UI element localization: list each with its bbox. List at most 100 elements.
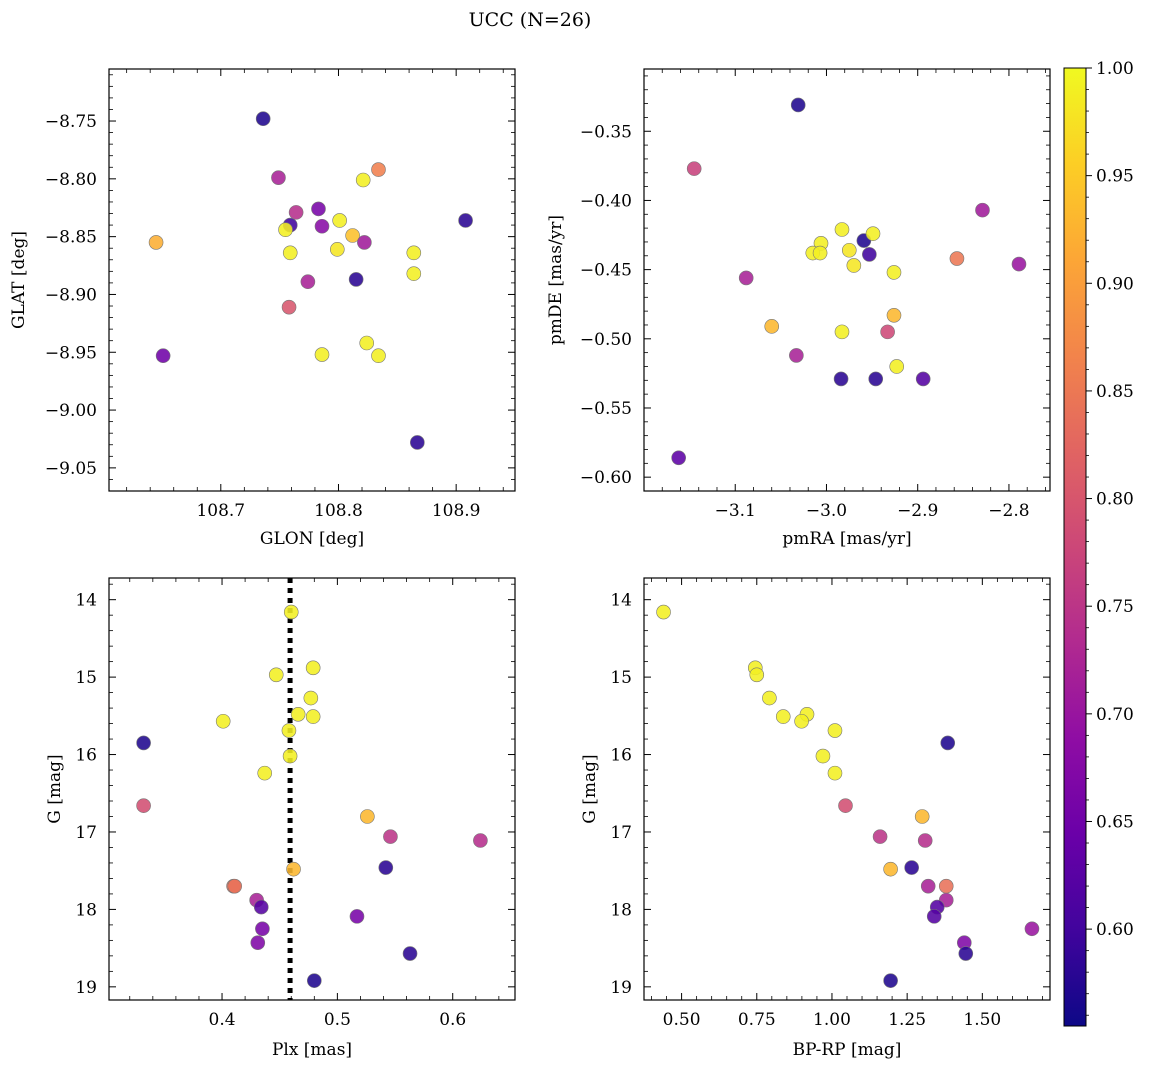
data-point: [250, 935, 266, 951]
x-tick-label: 0.4: [209, 1010, 236, 1030]
y-tick-label: −8.90: [45, 285, 97, 305]
data-point: [271, 170, 286, 185]
x-axis-label: GLON [deg]: [260, 529, 364, 549]
panel-2: −3.1 −3.0 −2.9 −2.8 −0.35 −0.40 −0.45 −0.50 −0.5…: [546, 68, 1051, 549]
axes-frame: [643, 68, 1051, 492]
data-point: [355, 172, 371, 188]
data-point: [738, 270, 754, 286]
data-point: [880, 324, 895, 340]
data-point: [940, 735, 956, 751]
data-point: [155, 348, 171, 364]
y-tick-label: −0.50: [580, 330, 632, 350]
x-tick-label: −2.8: [988, 501, 1029, 521]
x-tick-label: 0.6: [439, 1010, 466, 1030]
x-tick-label: 1.00: [813, 1010, 851, 1030]
x-tick-label: 0.75: [738, 1010, 776, 1030]
data-point: [865, 226, 881, 241]
data-point: [775, 709, 791, 724]
data-point: [915, 371, 931, 387]
data-point: [278, 222, 293, 238]
data-point: [749, 667, 765, 683]
colorbar-bar: [1063, 67, 1087, 1027]
y-tick-label: −0.35: [580, 122, 632, 142]
data-point: [1024, 921, 1040, 937]
data-point: [656, 604, 671, 620]
data-point: [359, 335, 375, 351]
y-tick-label: −8.85: [45, 228, 97, 248]
data-point: [345, 228, 360, 243]
data-point: [975, 202, 990, 218]
data-point: [926, 909, 942, 924]
data-point: [833, 371, 849, 387]
data-point: [371, 348, 386, 364]
colorbar-tick-label: 0.80: [1096, 490, 1134, 510]
y-tick-label: 19: [75, 978, 97, 998]
data-point: [671, 450, 686, 466]
y-tick-label: 18: [75, 900, 97, 920]
data-point: [872, 829, 888, 844]
data-point: [789, 348, 804, 363]
y-tick-label: −9.05: [45, 459, 97, 479]
x-tick-label: −3.0: [806, 501, 847, 521]
data-point: [889, 359, 905, 374]
y-tick-label: −8.95: [45, 343, 97, 363]
data-point: [314, 347, 330, 362]
panel-4: 0.50 0.75 1.00 1.25 1.50 14 15 16 17 18 19 BP-RP [m…: [580, 577, 1051, 1060]
data-point: [834, 222, 850, 237]
data-point: [288, 205, 304, 220]
data-point: [290, 706, 306, 722]
colorbar-tick-label: 0.70: [1096, 705, 1134, 725]
x-tick-label: 1.50: [963, 1010, 1001, 1030]
data-point: [378, 860, 394, 875]
data-point: [920, 878, 936, 894]
data-point: [904, 860, 919, 875]
x-axis-label: pmRA [mas/yr]: [782, 529, 911, 549]
x-tick-label: 0.5: [324, 1010, 351, 1030]
data-point: [136, 735, 151, 751]
data-point: [790, 97, 806, 113]
data-point: [834, 324, 850, 340]
data-point: [883, 973, 898, 988]
data-point: [305, 660, 321, 676]
y-tick-label: 15: [610, 668, 632, 688]
data-point: [255, 921, 270, 937]
data-point: [253, 899, 269, 915]
colorbar-tick-label: 0.75: [1096, 597, 1134, 617]
data-point: [305, 709, 321, 724]
y-tick-label: 14: [75, 591, 97, 611]
data-point: [949, 251, 965, 266]
y-axis-label: GLAT [deg]: [9, 231, 29, 329]
data-point: [282, 748, 298, 764]
figure-title: UCC (N=26): [469, 9, 592, 31]
x-axis-label: Plx [mas]: [272, 1040, 352, 1060]
data-point: [371, 162, 386, 177]
data-point: [841, 242, 857, 258]
data-point: [886, 307, 902, 323]
data-point: [357, 235, 372, 250]
panels-group: 108.7 108.8 108.9 −8.75 −8.80 −8.85 −8.90 −8.95…: [9, 68, 1051, 1060]
data-point: [360, 809, 375, 824]
data-point: [300, 274, 316, 290]
data-point: [812, 245, 828, 261]
y-axis-label: pmDE [mas/yr]: [546, 215, 566, 345]
y-tick-label: 16: [75, 746, 97, 766]
panel-1: 108.7 108.8 108.9 −8.75 −8.80 −8.85 −8.90 −8.95…: [9, 68, 516, 549]
x-tick-label: 108.7: [196, 501, 245, 521]
y-tick-label: −9.00: [45, 401, 97, 421]
data-point: [349, 909, 365, 924]
data-point: [268, 667, 284, 683]
data-point: [410, 435, 425, 450]
data-point: [257, 765, 273, 781]
x-tick-label: 0.50: [663, 1010, 701, 1030]
x-tick-label: 1.25: [888, 1010, 926, 1030]
data-point: [406, 245, 422, 261]
data-point: [1011, 256, 1027, 272]
x-axis-label: BP-RP [mag]: [793, 1040, 902, 1060]
data-point: [938, 878, 954, 894]
data-point: [794, 713, 809, 729]
axes-frame: [108, 68, 516, 492]
data-point: [307, 973, 322, 988]
data-point: [283, 604, 299, 620]
data-point: [917, 833, 933, 848]
y-axis-label: G [mag]: [45, 754, 65, 823]
